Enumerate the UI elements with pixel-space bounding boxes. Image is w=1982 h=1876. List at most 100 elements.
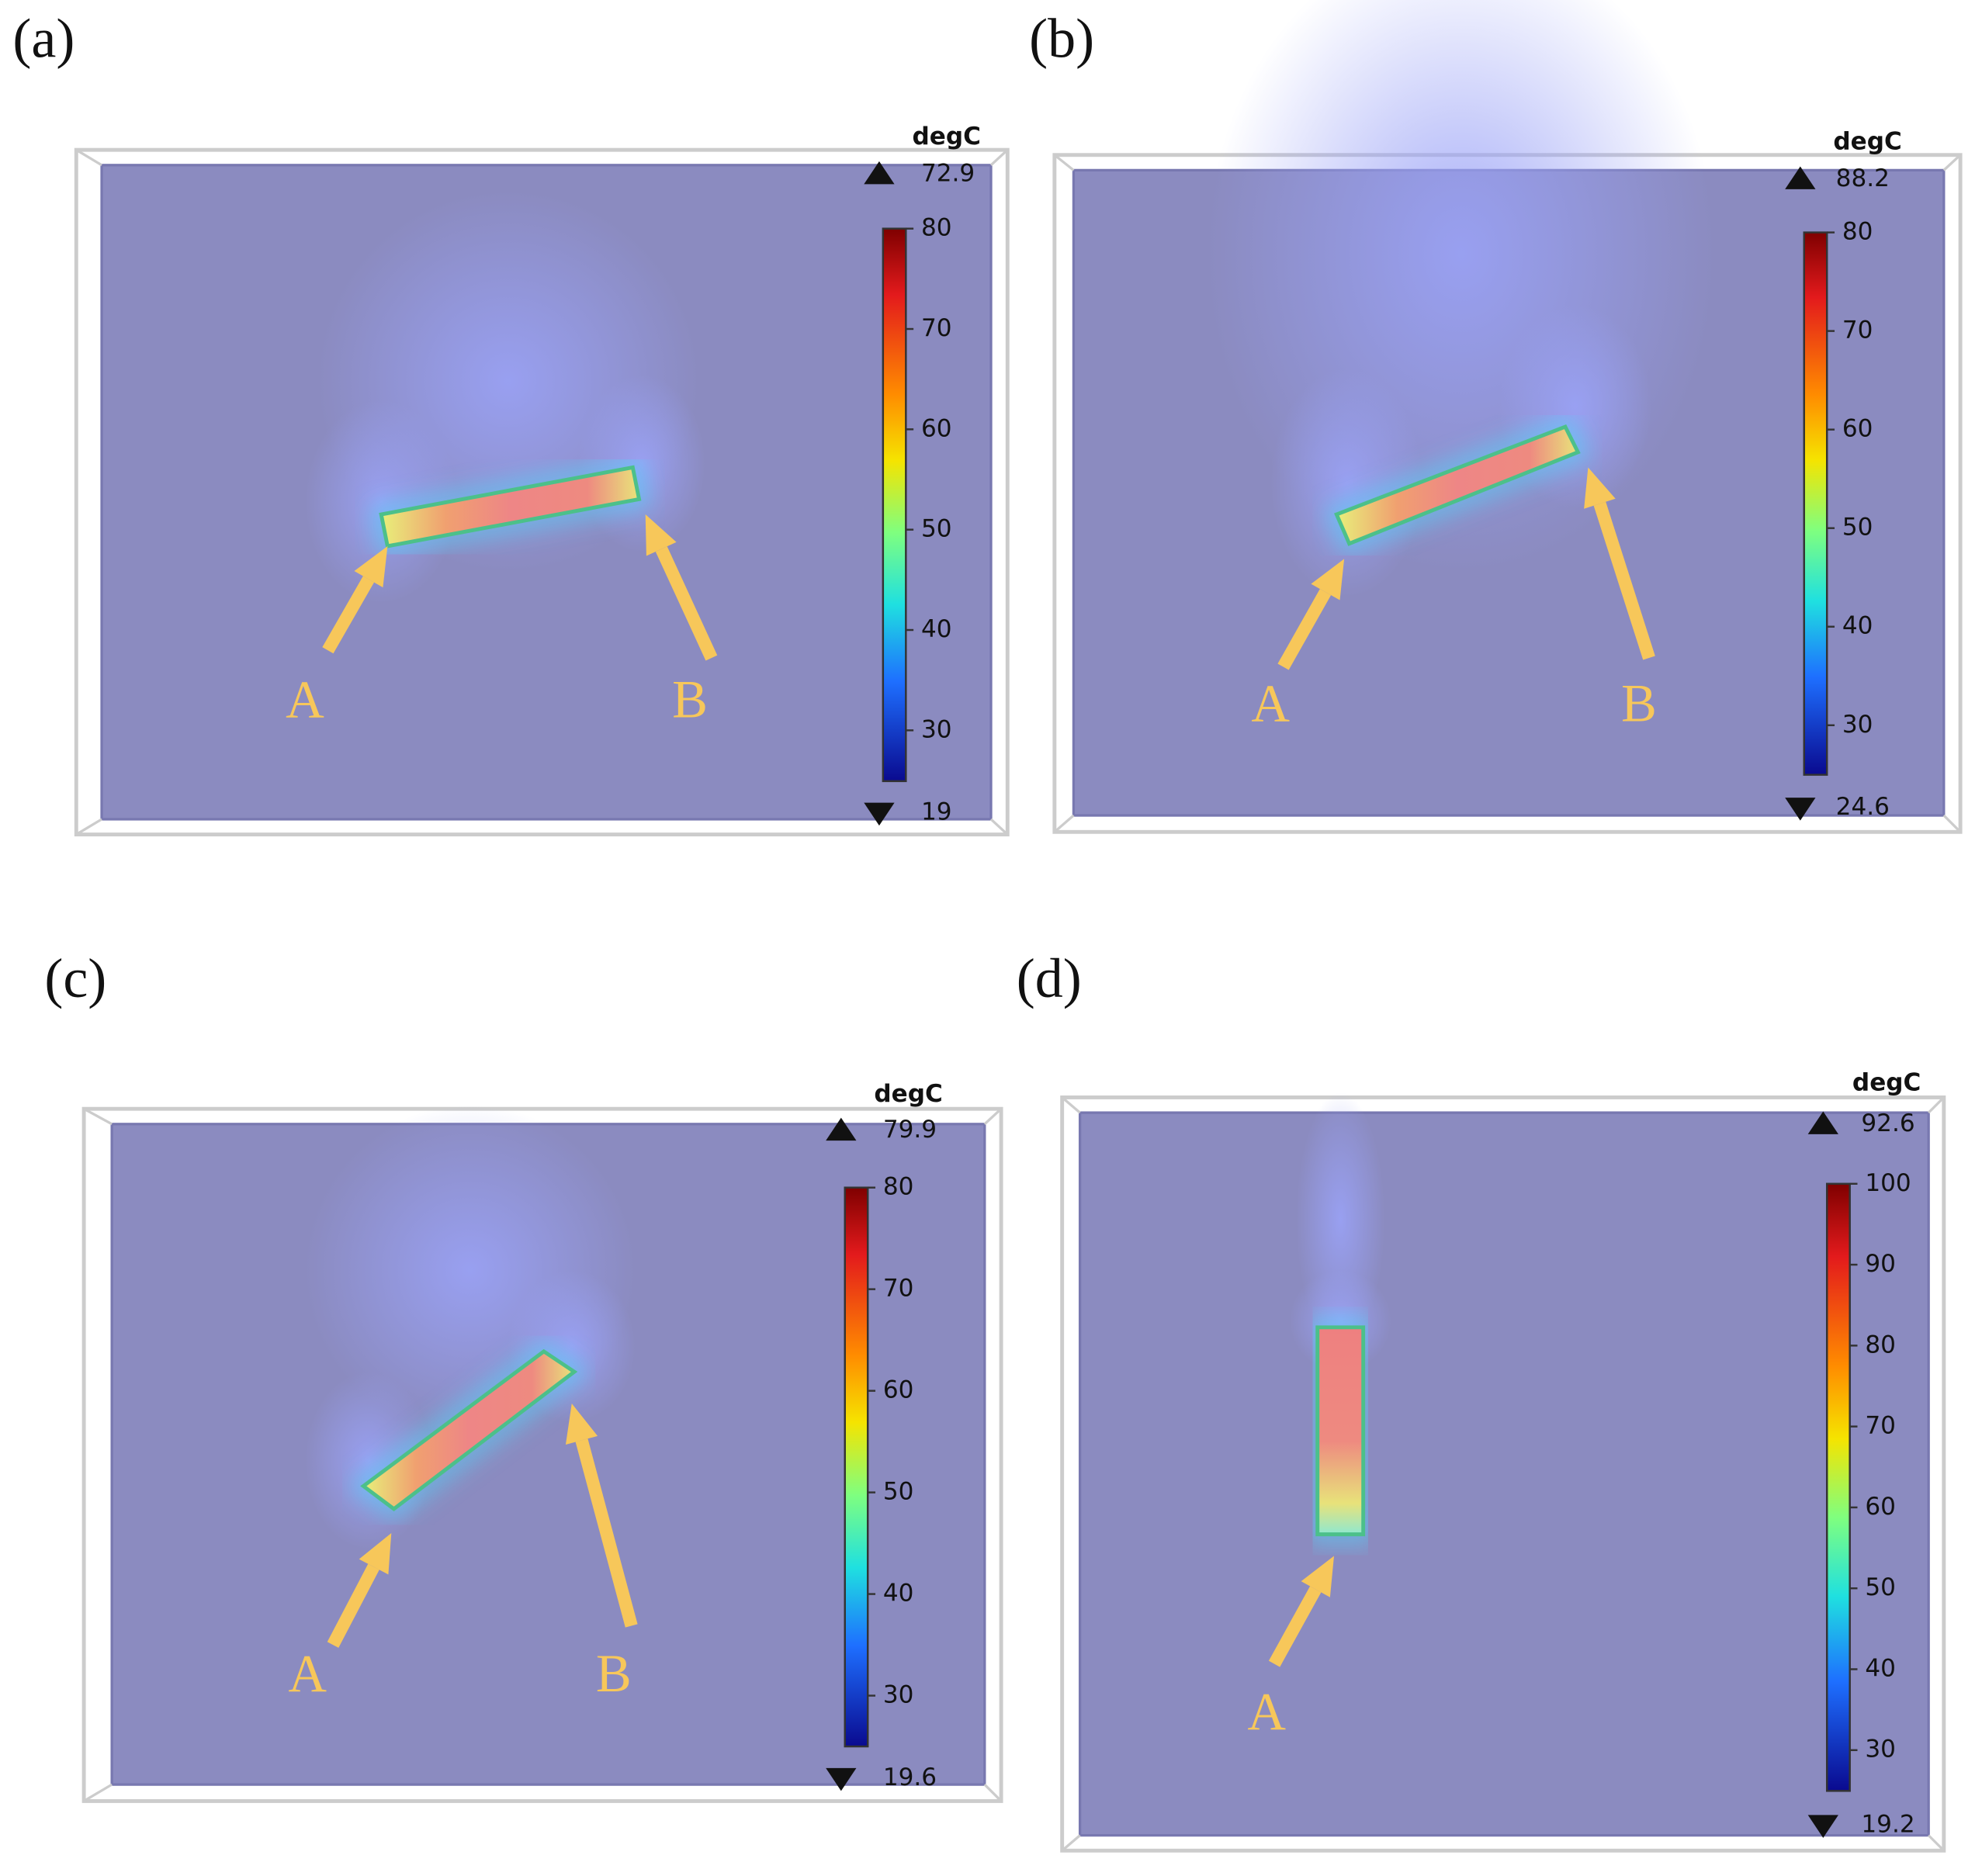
colorbar-tick-label: 50: [1842, 514, 1873, 542]
panel: (c) A B 80 70 60 50 40 30 degC 79.9 19.6: [44, 947, 1003, 1803]
min-value: 19: [921, 798, 952, 826]
panel-label: (d): [1017, 947, 1082, 1009]
panel: (b) A B 80 70 60 50 40 30 degC 88.2 24.6: [1029, 0, 1963, 834]
frame-edge: [1061, 1834, 1081, 1852]
annotation: A: [288, 1644, 327, 1703]
colorbar-tick-label: 60: [921, 414, 952, 442]
frame-edge: [75, 818, 102, 836]
colorbar-tick-label: 100: [1865, 1169, 1911, 1197]
heater-plate: [379, 465, 642, 549]
domain: [1078, 1111, 1930, 1837]
arrow-head: [1311, 559, 1345, 601]
arrow-shaft: [655, 546, 718, 661]
colorbar-tick-label: 80: [883, 1173, 914, 1201]
arrow-head: [565, 1403, 598, 1445]
colorbar-tick-label: 30: [921, 715, 952, 743]
colorbar-tick-label: 50: [1865, 1573, 1896, 1601]
arrow-head: [1301, 1556, 1335, 1597]
panel-label: (b): [1029, 8, 1094, 70]
frame-edge: [989, 148, 1009, 167]
colorbar-tick-label: 90: [1865, 1250, 1896, 1278]
heat-plume: [1270, 368, 1423, 597]
unit-label: degC: [1852, 1068, 1921, 1096]
arrow-shaft: [1277, 589, 1332, 670]
colorbar-tick-label: 80: [921, 214, 952, 242]
min-value: 19.6: [883, 1764, 937, 1791]
min-marker: [1807, 1815, 1838, 1838]
max-marker: [1785, 166, 1816, 189]
arrow-shaft: [327, 1563, 379, 1648]
unit-label: degC: [874, 1080, 942, 1108]
colorbar-tick-label: 60: [1865, 1493, 1896, 1521]
max-marker: [826, 1117, 857, 1141]
frame-edge: [1053, 814, 1075, 833]
colorbar-tick-label: 40: [1842, 612, 1873, 640]
min-marker: [864, 802, 895, 826]
annotation: A: [1247, 1682, 1286, 1741]
arrow-shaft: [1268, 1586, 1322, 1667]
max-value: 88.2: [1836, 164, 1890, 192]
min-marker: [1785, 798, 1816, 821]
frame-edge: [1053, 154, 1075, 171]
frame-edge: [83, 1783, 113, 1802]
min-value: 24.6: [1836, 793, 1890, 821]
max-value: 92.6: [1861, 1109, 1914, 1137]
unit-label: degC: [1833, 127, 1901, 155]
annotation: B: [1621, 673, 1657, 732]
annotation: B: [596, 1644, 632, 1703]
frame-edge: [1928, 1834, 1945, 1852]
arrow-shaft: [1593, 501, 1655, 660]
frame-edge: [1061, 1096, 1081, 1114]
colorbar-tick-label: 80: [1865, 1331, 1896, 1359]
annotation: B: [672, 670, 708, 729]
colorbar-tick-label: 40: [1865, 1654, 1896, 1682]
panel-label: (c): [44, 947, 106, 1009]
colorbar-tick-label: 70: [1842, 317, 1873, 344]
arrow-head: [645, 514, 677, 556]
max-marker: [1807, 1111, 1838, 1134]
panel: (d) A 100 90 80 70 60 50 40 30 degC 92.6 19.2: [1017, 947, 1946, 1853]
arrow-head: [359, 1532, 392, 1575]
colorbar-tick-label: 60: [1842, 415, 1873, 443]
colorbar-tick-label: 30: [1865, 1736, 1896, 1764]
colorbar: [844, 1186, 869, 1748]
colorbar-tick-label: 70: [1865, 1412, 1896, 1440]
arrow-head: [1584, 467, 1616, 509]
arrow-shaft: [575, 1438, 638, 1628]
heater-plate: [360, 1348, 578, 1511]
colorbar-tick-label: 80: [1842, 218, 1873, 246]
max-marker: [864, 161, 895, 185]
colorbar-tick-label: 50: [883, 1478, 914, 1506]
max-value: 79.9: [883, 1116, 937, 1144]
frame-edge: [83, 1107, 113, 1126]
colorbar: [1825, 1182, 1851, 1792]
frame-edge: [983, 1107, 1003, 1126]
frame-edge: [1942, 154, 1962, 171]
colorbar: [882, 227, 907, 783]
frame-edge: [75, 148, 102, 167]
colorbar-tick-label: 30: [1842, 711, 1873, 739]
colorbar-tick-label: 40: [883, 1580, 914, 1608]
annotation: A: [1251, 673, 1290, 732]
panel: (a) A B 80 70 60 50 40 30 degC 72.9 19: [12, 8, 1010, 837]
frame-edge: [1928, 1096, 1945, 1114]
frame-edge: [983, 1783, 1003, 1802]
unit-label: degC: [912, 123, 980, 151]
max-value: 72.9: [921, 159, 975, 187]
colorbar-tick-label: 60: [883, 1376, 914, 1404]
arrow-head: [354, 545, 388, 588]
colorbar-tick-label: 50: [921, 515, 952, 543]
annotation: A: [286, 670, 324, 729]
min-value: 19.2: [1861, 1811, 1914, 1839]
colorbar-tick-label: 30: [883, 1681, 914, 1709]
heater-plate: [1334, 424, 1581, 546]
colorbar: [1803, 231, 1828, 776]
frame-edge: [1942, 814, 1962, 833]
colorbar-tick-label: 70: [883, 1275, 914, 1303]
frame-edge: [989, 818, 1009, 836]
panel-label: (a): [12, 8, 74, 70]
heater-plate: [1315, 1325, 1366, 1537]
min-marker: [826, 1767, 857, 1791]
colorbar-tick-label: 70: [921, 314, 952, 342]
